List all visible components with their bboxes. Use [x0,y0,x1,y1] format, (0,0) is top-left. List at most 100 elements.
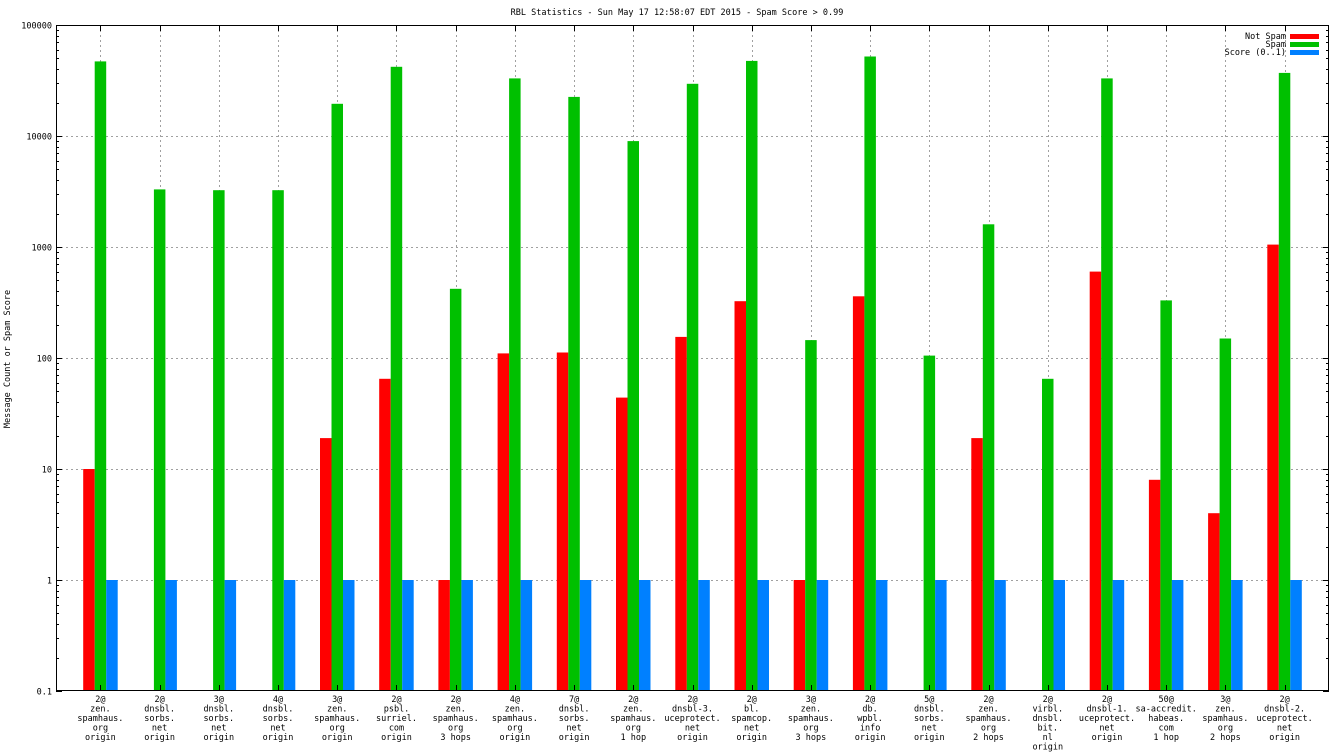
x-tick-label-line: zen. [505,705,525,715]
x-tick-label-line: origin [677,733,708,743]
bar-score-0-1-10 [639,580,651,691]
bar-score-0-1-13 [816,580,829,691]
bar-spam-8 [509,78,521,691]
x-tick-label-line: net [566,724,581,734]
bar-not-spam-8 [497,353,510,691]
x-tick-label-line: org [93,724,108,734]
x-tick-label-line: 2@ [451,695,461,705]
x-tick-label-line: 2@ [95,695,105,705]
x-tick-label-line: 5@ [924,695,934,705]
x-tick-label-line: 7@ [569,695,579,705]
bar-score-0-1-12 [757,580,769,691]
x-tick-label-line: zen. [1215,705,1235,715]
bar-not-spam-11 [675,336,687,691]
legend-label: Spam [1266,40,1286,50]
x-tick-label-line: org [803,724,818,734]
x-tick-label-line: net [270,724,285,734]
bar-spam-17 [1042,378,1054,691]
x-tick-label-line: org [1218,724,1233,734]
x-tick-label: 2@ dnsbl-1. uceprotect. net origin [1079,695,1135,743]
x-tick-label: 2@ dnsbl. sorbs. net origin [144,695,175,743]
x-tick-label-line: org [981,724,996,734]
bar-spam-2 [153,189,166,691]
bars-layer [83,56,1302,692]
x-tick-label: 2@ dnsbl-3. uceprotect. net origin [664,695,720,743]
x-tick-label-line: 3@ [332,695,342,705]
x-tick-label-line: origin [85,733,116,743]
x-tick-label-line: zen. [327,705,347,715]
bar-not-spam-12 [734,301,746,691]
x-tick-label-line: 2@ [391,695,401,705]
x-tick-label-line: com [389,724,404,734]
x-tick-label-line: origin [1269,733,1300,743]
legend-swatch [1290,50,1319,55]
bar-spam-11 [686,83,699,692]
x-tick-label-line: 2@ [1102,695,1112,705]
x-tick-label: 7@ dnsbl. sorbs. net origin [559,695,590,743]
y-tick-label: 1000 [32,244,52,254]
y-tick-label: 10000 [26,133,52,143]
x-tick-label: 2@ zen. spamhaus. org 3 hops [433,695,479,743]
y-tick-label: 0.1 [37,688,52,698]
x-tick-label-line: origin [144,733,175,743]
bar-not-spam-21 [1267,244,1279,691]
bar-spam-13 [805,340,817,691]
x-tick-label-line: 3 hops [440,733,471,743]
x-tick-label-line: 4@ [510,695,520,705]
bar-spam-16 [982,224,995,692]
x-tick-label-line: zen. [623,705,643,715]
x-tick-label-line: dnsbl-2. [1264,705,1305,715]
x-tick-label-line: virbl. [1032,705,1063,715]
x-tick-label-line: org [330,724,345,734]
x-tick-label-line: 3 hops [796,733,827,743]
legend-swatch [1290,34,1319,39]
bar-spam-3 [213,190,225,691]
x-tick-label-line: surriel. [376,714,417,724]
x-tick-label-line: uceprotect. [664,714,720,724]
x-tick-label-line: 2@ [865,695,875,705]
x-tick-label-line: zen. [90,705,110,715]
bar-spam-4 [272,190,284,691]
x-tick-label-line: dnsbl-1. [1087,705,1128,715]
x-tick-label-line: 2@ [1279,695,1289,705]
bar-score-0-1-7 [461,580,473,691]
x-tick-label-line: 1 hop [1153,733,1179,743]
bar-spam-1 [94,61,107,691]
bar-not-spam-5 [320,438,332,691]
bar-not-spam-7 [438,580,450,691]
x-tick-label: 3@ zen. spamhaus. org 2 hops [1202,695,1248,743]
bar-not-spam-19 [1148,479,1161,691]
bar-spam-18 [1101,78,1113,691]
legend-label: Not Spam [1245,32,1286,42]
x-tick-label-line: 2@ [1043,695,1053,705]
x-tick-label-line: spamhaus. [1202,714,1248,724]
x-tick-label-line: dnsbl. [263,705,294,715]
x-tick-label-line: net [1277,724,1292,734]
x-tick-label: 2@ psbl. surriel. com origin [376,695,417,743]
bar-not-spam-16 [971,438,983,691]
x-tick-label-line: dnsbl. [144,705,175,715]
x-tick-label-line: psbl. [384,705,410,715]
x-tick-label-line: 2 hops [1210,733,1241,743]
bar-spam-7 [449,288,462,691]
bar-score-0-1-6 [402,580,414,691]
x-tick-label-line: org [448,724,463,734]
x-tick-label: 4@ zen. spamhaus. org origin [492,695,538,743]
bar-score-0-1-19 [1171,580,1184,691]
bar-score-0-1-1 [106,580,118,691]
x-tick-label-line: bit. [1038,724,1058,734]
x-tick-label-line: spamhaus. [788,714,834,724]
x-tick-label-line: zen. [445,705,465,715]
x-tick-label-line: spamhaus. [433,714,479,724]
x-tick-label-line: net [211,724,226,734]
y-tick-label: 100000 [21,22,52,32]
y-tick-label: 10 [42,466,52,476]
x-tick-label-line: spamhaus. [965,714,1011,724]
x-tick-label-line: spamhaus. [492,714,538,724]
x-tick-label-line: 3@ [1220,695,1230,705]
bar-not-spam-10 [616,397,628,691]
bar-score-0-1-21 [1290,580,1302,691]
